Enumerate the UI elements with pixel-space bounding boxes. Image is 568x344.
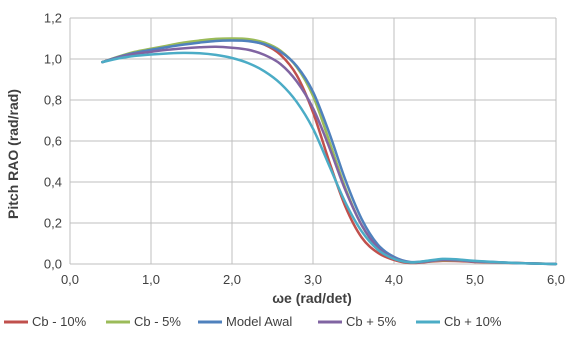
y-axis-title: Pitch RAO (rad/rad): [5, 89, 21, 219]
series-group: [101, 37, 558, 266]
y-tick-label: 0,4: [44, 175, 62, 190]
x-tick-label: 4,0: [385, 272, 403, 287]
y-tick-label: 1,2: [44, 11, 62, 26]
x-tick-label: 2,0: [223, 272, 241, 287]
legend: Cb - 10% Cb - 5% Model Awal Cb + 5% Cb + 10%: [4, 314, 502, 329]
tick-labels: 0,0 0,2 0,4 0,6 0,8 1,0 1,2 0,0 1,0 2,0 3,0 4,0 5,0 6…: [44, 11, 565, 288]
y-tick-label: 0,6: [44, 134, 62, 149]
x-axis-title: ωe (rad/det): [272, 290, 352, 306]
legend-label-cb-10: Cb + 10%: [444, 314, 502, 329]
x-tick-label: 1,0: [142, 272, 160, 287]
x-tick-label: 3,0: [304, 272, 322, 287]
legend-label-cb-5: Cb - 5%: [134, 314, 181, 329]
y-tick-label: 1,0: [44, 52, 62, 67]
x-tick-label: 0,0: [61, 272, 79, 287]
series-line-cb-10: [101, 51, 558, 266]
legend-label-model-awal: Model Awal: [226, 314, 292, 329]
y-tick-label: 0,0: [44, 257, 62, 272]
legend-label-cb-10: Cb - 10%: [32, 314, 87, 329]
grid: [69, 17, 557, 265]
x-tick-label: 6,0: [547, 272, 565, 287]
legend-label-cb-5: Cb + 5%: [346, 314, 397, 329]
y-tick-label: 0,8: [44, 93, 62, 108]
y-tick-label: 0,2: [44, 216, 62, 231]
x-tick-label: 5,0: [466, 272, 484, 287]
